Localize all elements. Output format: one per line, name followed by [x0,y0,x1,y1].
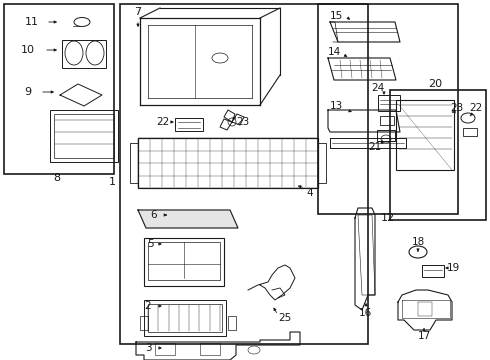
Text: 22: 22 [469,103,483,113]
Text: 18: 18 [412,237,425,247]
Bar [377,130,395,141]
Text: 21: 21 [368,142,382,152]
Bar [463,128,477,136]
Bar [422,265,444,277]
Text: 23: 23 [236,117,249,127]
Bar [175,118,203,131]
Text: 19: 19 [446,263,460,273]
Text: 17: 17 [417,331,431,341]
Bar [390,90,486,220]
Bar [228,316,236,330]
Text: 11: 11 [25,17,39,27]
Text: 13: 13 [329,101,343,111]
Text: 5: 5 [147,239,153,249]
Text: 22: 22 [156,117,170,127]
Bar [380,116,394,125]
Bar [396,100,454,170]
Text: 8: 8 [53,173,61,183]
Bar [144,238,224,286]
Text: 1: 1 [108,177,116,187]
Text: 9: 9 [24,87,31,97]
Bar [378,95,400,111]
Text: 20: 20 [428,79,442,89]
Bar [4,4,114,174]
Bar [148,304,222,332]
Text: 23: 23 [450,103,464,113]
Text: 24: 24 [371,83,385,93]
Bar [148,242,220,280]
Bar [138,138,318,188]
Bar [140,316,148,330]
Text: 7: 7 [134,7,142,17]
Text: 12: 12 [381,213,395,223]
Bar [318,4,458,214]
Bar [318,143,326,183]
Bar [54,114,114,158]
Text: 16: 16 [358,308,371,318]
Polygon shape [138,210,238,228]
Text: 2: 2 [145,301,151,311]
Bar [130,143,138,183]
Text: 25: 25 [278,313,292,323]
Text: 15: 15 [329,11,343,21]
Bar [144,300,226,336]
Text: 6: 6 [151,210,157,220]
Bar [50,110,118,162]
Bar [120,4,368,344]
Text: 3: 3 [145,343,151,353]
Text: 10: 10 [21,45,35,55]
Bar [62,40,106,68]
Text: 4: 4 [307,188,313,198]
Text: 14: 14 [327,47,341,57]
